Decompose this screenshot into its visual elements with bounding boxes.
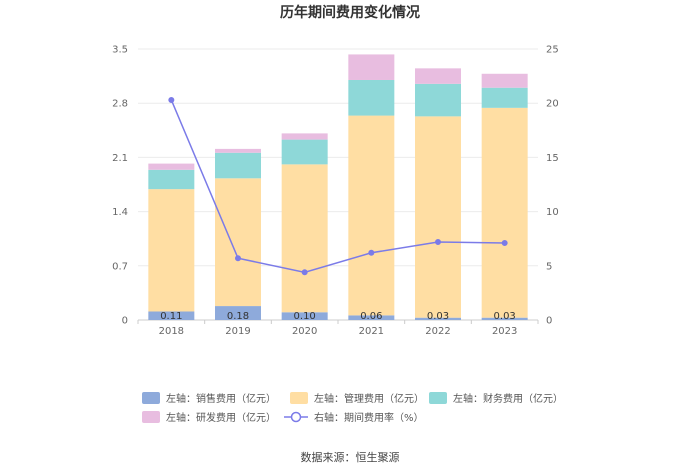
bar-2019-s3 xyxy=(215,148,261,153)
right-tick-label: 25 xyxy=(546,45,559,56)
legend-swatch xyxy=(142,392,160,404)
rate-line xyxy=(168,96,508,276)
left-tick-label: 2.8 xyxy=(112,99,128,110)
left-tick-label: 3.5 xyxy=(112,45,128,56)
bar-2021-s2 xyxy=(348,79,395,116)
bar-label-2023: 0.03 xyxy=(494,311,516,322)
bar-label-2022: 0.03 xyxy=(427,311,449,322)
right-tick-label: 0 xyxy=(546,316,552,327)
left-axis-ticks: 0 0.7 1.4 2.1 2.8 3.5 xyxy=(112,45,128,327)
bar-2023-s0 xyxy=(481,317,528,320)
bar-labels: 0.11 0.18 0.10 0.06 0.03 0.03 xyxy=(160,311,516,322)
left-tick-label: 0.7 xyxy=(112,261,128,272)
bar-2018-s0 xyxy=(148,311,195,320)
bar-2020-s3 xyxy=(281,133,328,140)
bar-2018-s3 xyxy=(148,163,195,170)
bar-2020-s1 xyxy=(281,164,328,313)
left-tick-label: 1.4 xyxy=(112,207,128,218)
bar-label-2020: 0.10 xyxy=(294,311,316,322)
rate-point-2023 xyxy=(501,240,508,247)
bar-2022-s2 xyxy=(415,83,461,117)
bar-2018-s2 xyxy=(148,169,195,190)
left-tick-label: 2.1 xyxy=(112,153,128,164)
right-axis-ticks: 0 5 10 15 20 25 xyxy=(546,45,559,327)
bar-2019-s0 xyxy=(215,306,261,320)
legend-label: 左轴：管理费用（亿元） xyxy=(314,392,424,405)
x-tick-label: 2019 xyxy=(225,326,250,337)
x-tick-label: 2023 xyxy=(492,326,517,337)
left-tick-label: 0 xyxy=(122,316,128,327)
legend: 左轴：销售费用（亿元） 左轴：管理费用（亿元） 左轴：财务费用（亿元） 左轴：研发费用… xyxy=(142,392,563,424)
bar-label-2021: 0.06 xyxy=(360,311,382,322)
rate-point-2018 xyxy=(168,96,175,103)
bar-2022-s0 xyxy=(415,317,461,320)
bar-2021-s3 xyxy=(348,54,395,80)
bar-2019-s2 xyxy=(215,152,261,179)
bar-2021-s1 xyxy=(348,115,395,316)
x-tick-label: 2018 xyxy=(159,326,184,337)
right-tick-label: 15 xyxy=(546,153,559,164)
bar-2023-s2 xyxy=(481,87,528,108)
bars xyxy=(148,54,528,320)
right-tick-label: 10 xyxy=(546,207,559,218)
x-tick-label: 2020 xyxy=(292,326,317,337)
legend-swatch xyxy=(290,392,308,404)
bar-2020-s2 xyxy=(281,139,328,165)
x-tick-label: 2021 xyxy=(359,326,384,337)
bar-label-2019: 0.18 xyxy=(227,311,249,322)
bar-2018-s1 xyxy=(148,189,195,312)
legend-swatch xyxy=(429,392,447,404)
x-axis-ticks: 2018 2019 2020 2021 2022 2023 xyxy=(137,320,539,337)
rate-point-2020 xyxy=(301,269,308,276)
rate-line-path xyxy=(170,99,505,274)
bar-2023-s3 xyxy=(481,73,528,88)
legend-swatch xyxy=(142,411,160,423)
bar-label-2018: 0.11 xyxy=(160,311,182,322)
rate-point-2021 xyxy=(368,249,375,256)
right-tick-label: 20 xyxy=(546,99,559,110)
bar-2023-s1 xyxy=(481,107,528,318)
rate-point-2019 xyxy=(235,255,241,262)
bar-2022-s3 xyxy=(415,68,461,84)
bar-2022-s1 xyxy=(415,116,461,318)
x-tick-label: 2022 xyxy=(425,326,450,337)
legend-label: 左轴：财务费用（亿元） xyxy=(453,392,563,405)
bar-2020-s0 xyxy=(281,312,328,320)
rate-point-2022 xyxy=(435,238,441,245)
source-note: 数据来源：恒生聚源 xyxy=(301,450,400,464)
chart-title: 历年期间费用变化情况 xyxy=(280,4,420,21)
right-tick-label: 5 xyxy=(546,261,552,272)
bar-2021-s0 xyxy=(348,315,395,320)
bar-2019-s1 xyxy=(215,178,261,307)
legend-marker xyxy=(290,411,302,423)
legend-label: 右轴：期间费用率（%） xyxy=(314,411,424,424)
legend-label: 左轴：销售费用（亿元） xyxy=(166,392,276,405)
legend-label: 左轴：研发费用（亿元） xyxy=(166,411,276,424)
gridlines xyxy=(138,48,538,321)
